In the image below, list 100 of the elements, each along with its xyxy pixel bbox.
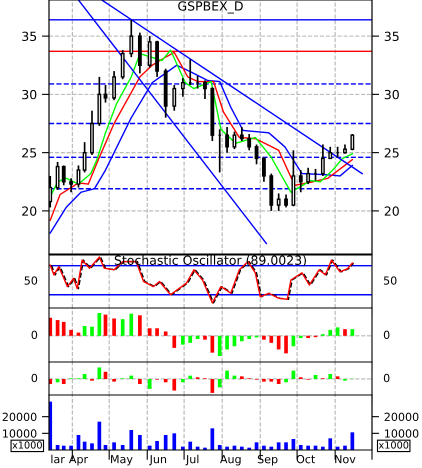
candlestick [203,80,207,100]
text: 0 [384,374,390,382]
x-tick-label: Jun [149,455,166,466]
bar [232,336,236,346]
bar [188,336,192,343]
candlestick [232,130,236,150]
bar [76,332,80,336]
bar [336,327,340,336]
bar [129,376,134,379]
bar [225,446,229,450]
candlestick [148,35,152,68]
x-tick-label: Sep [258,454,278,466]
bar [350,329,354,336]
bar [218,378,222,388]
bar [172,336,176,348]
bar [276,336,281,350]
bar [188,376,192,379]
y-tick-label: 25 [22,148,36,158]
bar [112,318,116,336]
bar [284,378,288,382]
y2-tick-label: 35 [384,32,399,42]
x-tick-label: May [111,455,133,466]
y2-tick-label: 25 [384,148,399,158]
text: 50 [384,276,397,285]
bar [56,320,60,336]
bar [82,442,86,450]
bar [276,378,281,384]
x-tick-label: Apr [68,455,88,466]
candlestick [262,156,266,183]
candlestick [129,18,134,58]
bar [76,435,80,450]
bar [104,445,108,450]
candlestick [320,144,325,177]
bar [172,378,176,391]
y-tick-label: 20000 [2,412,36,422]
bar [284,336,288,354]
bar [188,442,192,450]
candlestick [298,169,303,194]
bar [210,428,214,450]
chart-title: GSPBEX_D [178,1,243,14]
bar [82,326,86,336]
bar [262,378,266,382]
x-tick-label: Aug [220,455,241,466]
candlestick [306,166,310,185]
bar [210,336,214,353]
bar [240,336,244,342]
bar [328,330,332,336]
bar [90,443,94,450]
bar [240,376,244,379]
candlestick [104,84,108,104]
candlestick [82,141,87,174]
x-tick-label: Oct [296,454,316,464]
bar [262,336,266,340]
bar [254,442,258,450]
bar [129,314,134,336]
bar [138,315,142,336]
bar [104,314,108,336]
text: 0 [384,330,390,340]
bar [172,433,176,450]
y2-tick-label: 10000 [385,429,418,438]
x-tick-label: Nov [335,455,356,464]
x-tick-label: lar [51,454,65,464]
text: 50 [24,276,38,285]
bar [232,376,236,379]
bar [138,435,142,450]
bar [269,336,274,343]
bar [164,378,168,382]
bar [181,378,185,382]
bar [181,336,185,345]
bar [98,367,102,379]
bar [112,378,116,382]
bar [218,336,222,356]
candlestick [284,194,288,208]
bar [112,442,116,450]
bar [328,438,332,450]
bar [210,378,214,393]
candlestick [276,192,281,212]
bar [98,422,102,450]
bar [343,329,347,336]
bar [225,370,229,379]
x-tick-label: Jul [185,454,198,466]
candlestick [225,126,230,154]
bar [69,330,73,336]
bar [314,446,318,450]
y2-tick-label: 20000 [384,412,418,422]
bar [138,378,142,384]
bar [82,374,86,379]
bar [120,319,125,336]
candlestick [247,133,252,152]
bar [98,313,102,336]
bar [336,376,340,379]
candlestick [343,144,347,155]
y-tick-label: 20 [22,206,36,216]
y2-tick-label: 20 [384,206,399,216]
y-tick-label: 10000 [3,429,36,438]
candlestick [76,164,80,188]
bar [284,442,288,450]
bar [129,430,134,450]
candlestick [69,177,74,194]
bar [314,374,318,379]
